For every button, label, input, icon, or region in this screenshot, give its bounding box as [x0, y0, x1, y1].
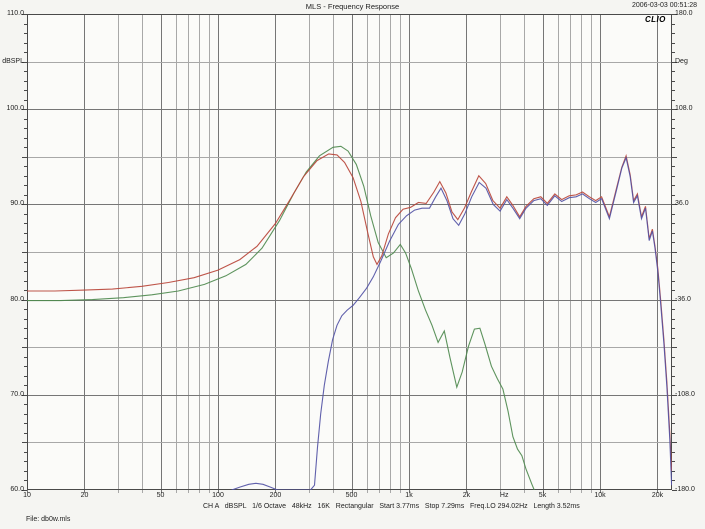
timestamp: 2006-03-03 00:51:28 [632, 2, 697, 9]
y-right-label-180.0: 180.0 [675, 10, 693, 17]
y-left-label-80.0: 80.0 [10, 295, 24, 303]
x-label-2k: 2k [462, 492, 471, 499]
measurement-settings: CH A dBSPL 1/6 Octave 48kHz 16K Rectangu… [203, 503, 580, 510]
x-label-10: 10 [23, 492, 31, 499]
curve-blue-trace [231, 155, 672, 490]
clio-logo: CLIO [645, 15, 666, 24]
y-right-label--180.0: -180.0 [675, 486, 695, 493]
x-label-Hz: Hz [499, 492, 509, 499]
plot-border [27, 14, 672, 490]
x-label-5k: 5k [538, 492, 547, 499]
y-right-label--108.0: -108.0 [675, 390, 695, 398]
y-left-label-dBSPL: dBSPL [2, 57, 24, 65]
y-left-label-110.0: 110.0 [7, 10, 24, 17]
file-name: File: db0w.mls [26, 516, 71, 523]
curve-green-trace [27, 145, 535, 490]
x-label-20: 20 [80, 492, 89, 499]
x-label-500: 500 [345, 492, 358, 499]
x-label-1k: 1k [405, 492, 413, 499]
x-label-200: 200 [269, 492, 282, 499]
y-left-label-90.0: 90.0 [10, 200, 24, 208]
x-label-50: 50 [156, 492, 165, 499]
x-label-100: 100 [212, 492, 224, 499]
y-left-label-100.0: 100.0 [6, 105, 24, 113]
page-title: MLS - Frequency Response [305, 2, 400, 11]
y-right-label-Deg: Deg [675, 57, 688, 65]
y-left-label-60.0: 60.0 [10, 486, 24, 493]
x-label-10k: 10k [594, 492, 606, 499]
y-right-label-108.0: 108.0 [675, 105, 693, 113]
x-label-20k: 20k [651, 492, 664, 499]
y-right-label-36.0: 36.0 [675, 200, 689, 208]
y-left-label-70.0: 70.0 [10, 390, 24, 398]
y-right-label--36.0: -36.0 [675, 295, 691, 303]
